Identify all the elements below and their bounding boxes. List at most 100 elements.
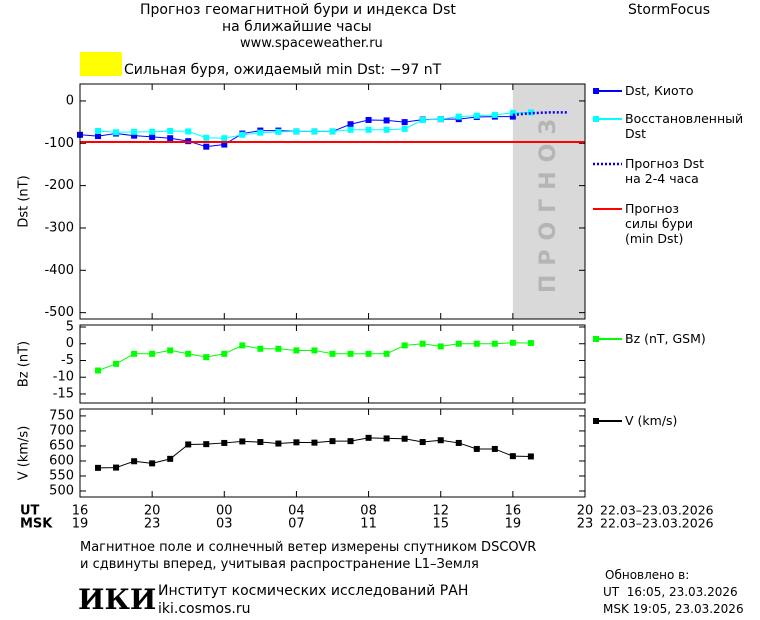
marker: [95, 464, 102, 471]
marker: [437, 116, 444, 123]
x-tick-label: 12: [432, 504, 449, 519]
marker: [257, 129, 264, 136]
marker: [167, 347, 174, 354]
marker: [455, 340, 462, 347]
x-tick-label: 11: [360, 517, 377, 532]
marker: [203, 134, 210, 141]
y-tick-label: -200: [44, 178, 74, 193]
legend-entry: Прогноз Dst на 2-4 часа: [625, 156, 705, 186]
marker: [113, 464, 120, 471]
marker: [95, 133, 102, 140]
marker: [293, 128, 300, 135]
marker: [401, 125, 408, 132]
plot-frame: [79, 324, 586, 404]
marker: [365, 434, 372, 441]
y-tick-label: -15: [53, 386, 74, 401]
marker: [491, 340, 498, 347]
marker: [365, 126, 372, 133]
legend-entry: Прогноз силы бури (min Dst): [625, 201, 693, 246]
marker: [275, 345, 282, 352]
forecast-region: [512, 84, 585, 319]
series-line: [512, 111, 567, 117]
y-tick-label: 5: [66, 320, 74, 335]
marker: [473, 445, 480, 452]
updated: Обновлено в:: [605, 568, 690, 582]
marker: [401, 119, 408, 126]
x-tick-label: 15: [432, 517, 449, 532]
forecast-label: ПРОГНОЗ: [536, 110, 561, 293]
y-tick-label: 650: [49, 438, 74, 453]
marker: [185, 441, 192, 448]
marker: [329, 438, 336, 445]
marker: [491, 111, 498, 118]
marker: [473, 340, 480, 347]
subtitle: на ближайшие часы: [222, 19, 372, 35]
marker: [149, 133, 156, 140]
x-tick-label: 23: [144, 517, 161, 532]
marker: [365, 116, 372, 123]
marker: [203, 143, 210, 150]
institute: Институт космических исследований РАН: [158, 583, 469, 599]
legend-marker: [593, 336, 599, 342]
logo: ИКИ: [78, 583, 157, 616]
marker: [455, 113, 462, 120]
marker: [221, 350, 228, 357]
marker: [167, 128, 174, 134]
marker: [221, 141, 228, 148]
marker: [221, 439, 228, 446]
x-tick-label: 23: [577, 517, 594, 532]
y-tick-label: -100: [44, 136, 74, 151]
date-range: 22.03–23.03.2026: [600, 503, 714, 518]
y-tick-label: -300: [44, 220, 74, 235]
marker: [131, 350, 138, 357]
x-tick-label: 04: [288, 504, 305, 519]
ut-label: UT: [20, 504, 40, 519]
marker: [419, 116, 426, 123]
marker: [149, 460, 156, 467]
marker: [509, 113, 516, 120]
marker: [311, 128, 318, 135]
marker: [509, 453, 516, 460]
x-tick-label: 16: [72, 504, 89, 519]
plot-frame: [79, 83, 586, 320]
marker: [401, 435, 408, 442]
marker: [167, 135, 174, 142]
y-tick-label: -10: [53, 370, 74, 385]
updated-msk: MSK 19:05, 23.03.2026: [603, 602, 744, 616]
y-tick-label: 750: [49, 408, 74, 423]
series-line: [97, 342, 531, 371]
marker: [221, 135, 228, 142]
marker: [293, 347, 300, 354]
x-tick-label: 08: [360, 504, 377, 519]
marker: [149, 350, 156, 357]
marker: [275, 128, 282, 135]
x-tick-label: 20: [577, 504, 594, 519]
marker: [113, 129, 120, 136]
marker: [491, 445, 498, 452]
y-tick-label: 700: [49, 423, 74, 438]
legend-entry: Восстановленный Dst: [625, 111, 744, 141]
legend-marker: [593, 88, 599, 94]
updated-ut: UT 16:05, 23.03.2026: [603, 585, 738, 599]
marker: [509, 109, 516, 116]
msk-label: MSK: [20, 517, 53, 532]
y-tick-label: 0: [66, 336, 74, 351]
marker: [527, 109, 534, 116]
marker: [239, 131, 246, 138]
marker: [419, 439, 426, 446]
site: www.spaceweather.ru: [240, 36, 383, 51]
plot-frame: [79, 408, 586, 498]
marker: [383, 435, 390, 442]
marker: [437, 437, 444, 444]
y-tick-label: -500: [44, 305, 74, 320]
marker: [509, 339, 516, 346]
legend-entry: V (km/s): [625, 413, 678, 428]
x-tick-label: 03: [216, 517, 233, 532]
alert: Сильная буря, ожидаемый min Dst: −97 nT: [124, 62, 442, 78]
y-tick-label: 550: [49, 468, 74, 483]
y-axis-title: V (km/s): [17, 426, 32, 481]
marker: [131, 458, 138, 465]
marker: [257, 439, 264, 446]
